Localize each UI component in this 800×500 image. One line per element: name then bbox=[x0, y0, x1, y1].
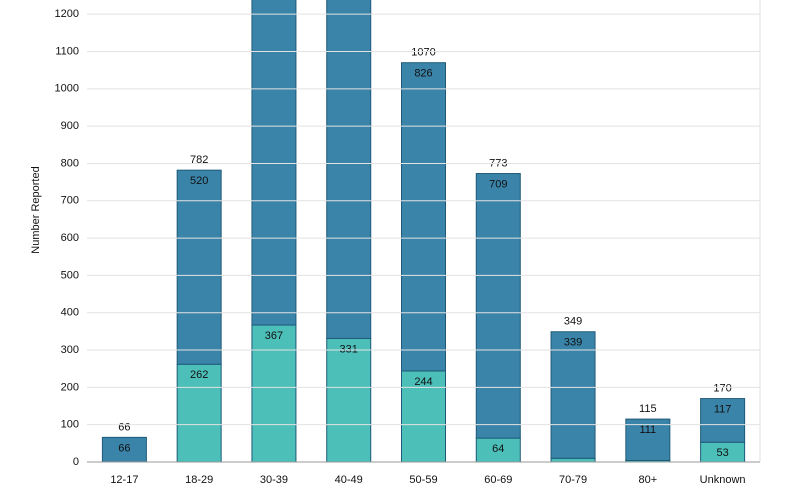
total-label: 1070 bbox=[411, 47, 435, 59]
bar-segment bbox=[176, 363, 222, 462]
bar-segment bbox=[251, 0, 297, 326]
bar-segment bbox=[550, 331, 596, 459]
data-label: 53 bbox=[716, 447, 728, 459]
bar-segment bbox=[326, 337, 372, 462]
y-tick-label: 1100 bbox=[55, 45, 79, 57]
x-tick-label: 50-59 bbox=[409, 474, 437, 486]
total-label: 66 bbox=[118, 421, 130, 433]
data-label: 339 bbox=[564, 337, 582, 349]
total-label: 349 bbox=[564, 316, 582, 328]
data-label: 66 bbox=[118, 442, 130, 454]
total-label: 782 bbox=[190, 154, 208, 166]
bar-segment bbox=[401, 62, 446, 372]
y-tick-label: 300 bbox=[61, 344, 79, 356]
data-label: 367 bbox=[265, 330, 283, 342]
bar-segment bbox=[625, 418, 671, 462]
x-tick-label: 60-69 bbox=[484, 474, 512, 486]
y-tick-label: 1000 bbox=[55, 83, 79, 95]
x-tick-label: 70-79 bbox=[559, 474, 587, 486]
total-label: 170 bbox=[713, 382, 731, 394]
y-tick-label: 200 bbox=[61, 381, 79, 393]
y-tick-label: 600 bbox=[61, 232, 79, 244]
y-tick-label: 700 bbox=[61, 195, 79, 207]
y-axis-label: Number Reported bbox=[30, 166, 42, 253]
bar-segment bbox=[326, 0, 372, 339]
data-label: 909 bbox=[265, 0, 283, 3]
y-tick-label: 400 bbox=[61, 307, 79, 319]
data-label: 117 bbox=[714, 403, 732, 415]
y-tick-label: 1200 bbox=[55, 8, 79, 20]
plot-area: 6666262520782367909331244826107064709773… bbox=[101, 0, 746, 462]
x-tick-label: 12-17 bbox=[110, 474, 138, 486]
y-tick-label: 100 bbox=[61, 419, 79, 431]
y-tick-label: 0 bbox=[73, 456, 79, 468]
data-label: 244 bbox=[414, 376, 432, 388]
x-tick-label: 18-29 bbox=[185, 474, 213, 486]
bar-segment bbox=[550, 457, 596, 462]
bar-segment bbox=[475, 173, 521, 439]
data-label: 520 bbox=[190, 175, 208, 187]
bar-segment bbox=[700, 398, 746, 443]
x-tick-label: 80+ bbox=[638, 474, 657, 486]
data-label: 262 bbox=[190, 369, 208, 381]
data-label: 331 bbox=[340, 343, 358, 355]
y-tick-label: 500 bbox=[61, 269, 79, 281]
bar-segment bbox=[176, 169, 222, 365]
data-label: 64 bbox=[492, 443, 504, 455]
data-label: 709 bbox=[489, 178, 507, 190]
x-tick-label: 40-49 bbox=[335, 474, 363, 486]
total-label: 115 bbox=[639, 403, 657, 415]
data-label: 826 bbox=[414, 68, 432, 80]
x-tick-label: 30-39 bbox=[260, 474, 288, 486]
x-tick-label: Unknown bbox=[700, 474, 746, 486]
y-tick-label: 800 bbox=[61, 157, 79, 169]
y-tick-label: 900 bbox=[61, 120, 79, 132]
data-label: 111 bbox=[639, 424, 656, 436]
bar-segment bbox=[101, 436, 147, 462]
bar-segment bbox=[251, 324, 297, 462]
